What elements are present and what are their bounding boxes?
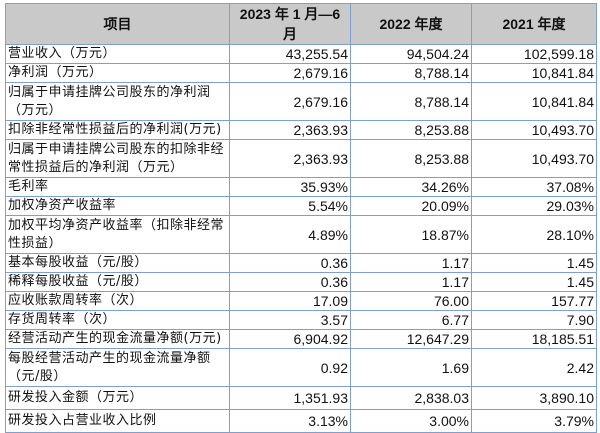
row-value: 2.42 (471, 348, 597, 387)
row-value: 1.17 (350, 253, 472, 273)
row-label: 研发投入金额（万元） (5, 386, 230, 410)
row-value: 8,788.14 (350, 63, 472, 83)
row-value: 10,493.70 (471, 139, 597, 178)
row-value: 8,253.88 (350, 139, 472, 178)
row-value: 3,890.10 (471, 386, 597, 410)
table-row: 经营活动产生的现金流量净额(万元) 6,904.92 12,647.29 18,185… (5, 329, 597, 349)
row-value: 12,647.29 (350, 329, 472, 349)
row-label: 每股经营活动产生的现金流量净额（元/股） (5, 348, 230, 387)
row-value: 43,255.54 (229, 44, 351, 64)
row-label: 稀释每股收益（元/股） (5, 272, 230, 292)
row-value: 28.10% (471, 215, 597, 254)
table-row: 基本每股收益（元/股） 0.36 1.17 1.45 (5, 253, 597, 273)
row-label: 扣除非经常性损益后的净利润(万元) (5, 120, 230, 140)
row-value: 2,363.93 (229, 139, 351, 178)
row-label: 营业收入（万元） (5, 44, 230, 64)
row-value: 18.87% (350, 215, 472, 254)
row-value: 10,493.70 (471, 120, 597, 140)
header-2023h1: 2023 年 1 月—6 月 (229, 3, 351, 45)
row-value: 7.90 (471, 310, 597, 330)
row-value: 2,838.03 (350, 386, 472, 410)
row-value: 1.17 (350, 272, 472, 292)
table-row: 净利润（万元） 2,679.16 8,788.14 10,841.84 (5, 63, 597, 83)
row-label: 存货周转率（次） (5, 310, 230, 330)
table-row: 应收账款周转率（次） 17.09 76.00 157.77 (5, 291, 597, 311)
table-row: 存货周转率（次） 3.57 6.77 7.90 (5, 310, 597, 330)
row-value: 17.09 (229, 291, 351, 311)
row-value: 29.03% (471, 196, 597, 216)
table-row: 每股经营活动产生的现金流量净额（元/股） 0.92 1.69 2.42 (5, 348, 597, 387)
header-2021: 2021 年度 (471, 3, 597, 45)
table-row: 归属于申请挂牌公司股东的净利润（万元） 2,679.16 8,788.14 10,84… (5, 82, 597, 121)
header-row: 项目 2023 年 1 月—6 月 2022 年度 2021 年度 (5, 3, 597, 45)
row-value: 94,504.24 (350, 44, 472, 64)
row-value: 102,599.18 (471, 44, 597, 64)
row-label: 基本每股收益（元/股） (5, 253, 230, 273)
table-row: 研发投入金额（万元） 1,351.93 2,838.03 3,890.10 (5, 386, 597, 410)
row-value: 1.45 (471, 272, 597, 292)
row-label: 归属于申请挂牌公司股东的扣除非经常性损益后的净利润（万元） (5, 139, 230, 178)
row-value: 6,904.92 (229, 329, 351, 349)
header-item: 项目 (5, 3, 230, 45)
row-label: 毛利率 (5, 177, 230, 197)
table-row: 毛利率 35.93% 34.26% 37.08% (5, 177, 597, 197)
table-row: 扣除非经常性损益后的净利润(万元) 2,363.93 8,253.88 10,493.… (5, 120, 597, 140)
table-row: 营业收入（万元） 43,255.54 94,504.24 102,599.18 (5, 44, 597, 64)
row-value: 8,788.14 (350, 82, 472, 121)
row-value: 6.77 (350, 310, 472, 330)
row-value: 2,363.93 (229, 120, 351, 140)
row-value: 1.45 (471, 253, 597, 273)
row-label: 经营活动产生的现金流量净额(万元) (5, 329, 230, 349)
row-value: 10,841.84 (471, 82, 597, 121)
table-row: 加权净资产收益率 5.54% 20.09% 29.03% (5, 196, 597, 216)
row-value: 5.54% (229, 196, 351, 216)
row-value: 1,351.93 (229, 386, 351, 410)
row-label: 应收账款周转率（次） (5, 291, 230, 311)
row-value: 2,679.16 (229, 63, 351, 83)
table-row: 研发投入占营业收入比例 3.13% 3.00% 3.79% (5, 409, 597, 433)
row-value: 157.77 (471, 291, 597, 311)
row-value: 34.26% (350, 177, 472, 197)
row-value: 3.13% (229, 409, 351, 433)
row-label: 研发投入占营业收入比例 (5, 409, 230, 433)
row-value: 35.93% (229, 177, 351, 197)
row-label: 净利润（万元） (5, 63, 230, 83)
row-value: 0.92 (229, 348, 351, 387)
row-value: 20.09% (350, 196, 472, 216)
row-value: 3.00% (350, 409, 472, 433)
row-value: 0.36 (229, 253, 351, 273)
row-value: 2,679.16 (229, 82, 351, 121)
row-label: 加权平均净资产收益率（扣除非经常性损益） (5, 215, 230, 254)
row-value: 1.69 (350, 348, 472, 387)
financial-summary-table: 项目 2023 年 1 月—6 月 2022 年度 2021 年度 营业收入（万… (5, 3, 597, 433)
row-value: 10,841.84 (471, 63, 597, 83)
table-row: 稀释每股收益（元/股） 0.36 1.17 1.45 (5, 272, 597, 292)
row-value: 3.79% (471, 409, 597, 433)
row-value: 0.36 (229, 272, 351, 292)
table-row: 归属于申请挂牌公司股东的扣除非经常性损益后的净利润（万元） 2,363.93 8,2… (5, 139, 597, 178)
row-value: 18,185.51 (471, 329, 597, 349)
row-label: 归属于申请挂牌公司股东的净利润（万元） (5, 82, 230, 121)
row-value: 8,253.88 (350, 120, 472, 140)
table-row: 加权平均净资产收益率（扣除非经常性损益） 4.89% 18.87% 28.10% (5, 215, 597, 254)
header-2022: 2022 年度 (350, 3, 472, 45)
row-value: 37.08% (471, 177, 597, 197)
row-label: 加权净资产收益率 (5, 196, 230, 216)
row-value: 76.00 (350, 291, 472, 311)
row-value: 4.89% (229, 215, 351, 254)
row-value: 3.57 (229, 310, 351, 330)
